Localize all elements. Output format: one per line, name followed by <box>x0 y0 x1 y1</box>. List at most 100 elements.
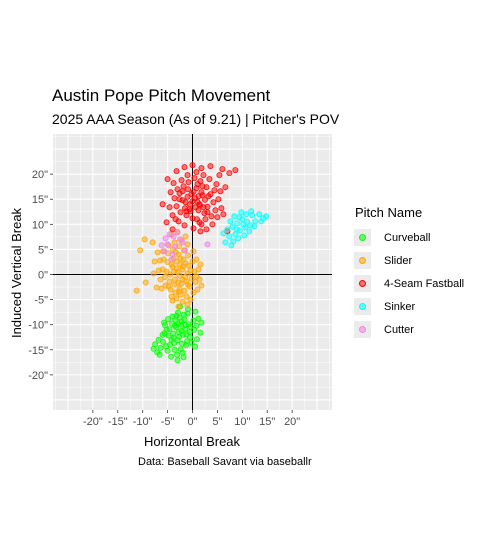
data-point-slider <box>193 256 200 263</box>
data-point-4-seam-fastball <box>202 216 209 223</box>
data-point-curveball <box>191 343 198 350</box>
data-point-4-seam-fastball <box>164 176 171 183</box>
data-point-cutter <box>161 248 168 255</box>
data-point-4-seam-fastball <box>226 170 233 177</box>
data-point-4-seam-fastball <box>181 222 188 229</box>
data-point-slider <box>157 257 164 264</box>
data-point-curveball <box>165 316 172 323</box>
data-point-cutter <box>174 228 181 235</box>
data-point-sinker <box>263 213 270 220</box>
data-point-sinker <box>234 220 241 227</box>
data-point-curveball <box>168 353 175 360</box>
data-point-slider <box>169 297 176 304</box>
data-point-cutter <box>162 235 169 242</box>
data-point-4-seam-fastball <box>195 193 202 200</box>
legend-item: 4-Seam Fastball <box>354 272 464 295</box>
data-point-curveball <box>192 308 199 315</box>
legend-swatch <box>359 257 366 264</box>
y-tick-label: 15" <box>32 194 48 206</box>
data-point-4-seam-fastball <box>198 189 205 196</box>
data-point-curveball <box>156 351 163 358</box>
data-point-4-seam-fastball <box>167 189 174 196</box>
data-point-sinker <box>228 242 235 249</box>
data-point-curveball <box>155 336 162 343</box>
data-point-sinker <box>222 239 229 246</box>
data-point-4-seam-fastball <box>183 208 190 215</box>
data-point-slider <box>149 239 156 246</box>
legend-label: Slider <box>384 254 413 267</box>
data-point-curveball <box>175 320 182 327</box>
legend: Pitch Name Curveball Slider 4-Seam Fastbal… <box>354 205 464 341</box>
data-point-slider <box>190 248 197 255</box>
data-point-4-seam-fastball <box>174 186 181 193</box>
legend-item: Slider <box>354 249 464 272</box>
data-point-slider <box>176 272 183 279</box>
data-point-slider <box>150 270 157 277</box>
data-point-sinker <box>238 209 245 216</box>
data-point-slider <box>181 287 188 294</box>
data-point-sinker <box>258 218 265 225</box>
data-point-curveball <box>173 312 180 319</box>
data-point-slider <box>154 249 161 256</box>
data-point-slider <box>187 296 194 303</box>
data-point-4-seam-fastball <box>184 172 191 179</box>
data-point-4-seam-fastball <box>193 169 200 176</box>
data-point-4-seam-fastball <box>217 188 224 195</box>
y-tick-label: -15" <box>28 345 48 357</box>
data-point-slider <box>157 276 164 283</box>
data-point-curveball <box>190 317 197 324</box>
data-point-cutter <box>158 242 165 249</box>
data-point-curveball <box>186 329 193 336</box>
data-point-4-seam-fastball <box>193 216 200 223</box>
data-point-4-seam-fastball <box>169 226 176 233</box>
legend-label: Sinker <box>384 300 416 313</box>
data-point-curveball <box>150 345 157 352</box>
data-point-curveball <box>182 322 189 329</box>
chart-caption: Data: Baseball Savant via baseballr <box>138 456 312 468</box>
data-point-4-seam-fastball <box>179 188 186 195</box>
data-point-4-seam-fastball <box>159 201 166 208</box>
legend-item: Curveball <box>354 226 464 249</box>
data-point-4-seam-fastball <box>212 207 219 214</box>
data-point-sinker <box>227 218 234 225</box>
data-point-4-seam-fastball <box>213 181 220 188</box>
data-point-cutter <box>168 256 175 263</box>
data-point-sinker <box>240 221 247 228</box>
data-point-4-seam-fastball <box>211 187 218 194</box>
data-point-slider <box>165 283 172 290</box>
x-tick-label: 15" <box>259 416 275 428</box>
legend-key <box>354 252 371 269</box>
data-point-4-seam-fastball <box>218 205 225 212</box>
data-point-slider <box>162 274 169 281</box>
data-point-4-seam-fastball <box>208 213 215 220</box>
data-point-cutter <box>179 239 186 246</box>
data-point-slider <box>133 287 140 294</box>
data-point-slider <box>177 255 184 262</box>
x-tick-label: -5" <box>161 416 175 428</box>
data-point-curveball <box>198 319 205 326</box>
data-point-slider <box>175 279 182 286</box>
data-point-curveball <box>184 338 191 345</box>
data-point-4-seam-fastball <box>204 209 211 216</box>
legend-title: Pitch Name <box>355 205 423 220</box>
data-point-sinker <box>233 226 240 233</box>
data-point-slider <box>137 247 144 254</box>
data-point-4-seam-fastball <box>176 196 183 203</box>
data-point-slider <box>183 293 190 300</box>
data-point-curveball <box>176 333 183 340</box>
legend-item: Sinker <box>354 295 464 318</box>
data-point-cutter <box>170 233 177 240</box>
data-point-4-seam-fastball <box>216 172 223 179</box>
data-point-sinker <box>235 235 242 242</box>
data-point-4-seam-fastball <box>163 219 170 226</box>
data-point-slider <box>179 298 186 305</box>
data-point-4-seam-fastball <box>203 226 210 233</box>
data-point-sinker <box>226 233 233 240</box>
data-point-4-seam-fastball <box>200 204 207 211</box>
data-point-curveball <box>161 319 168 326</box>
data-point-4-seam-fastball <box>185 179 192 186</box>
legend-key <box>354 229 371 246</box>
y-tick-label: 0" <box>38 270 48 282</box>
data-point-slider <box>185 281 192 288</box>
data-point-4-seam-fastball <box>177 209 184 216</box>
